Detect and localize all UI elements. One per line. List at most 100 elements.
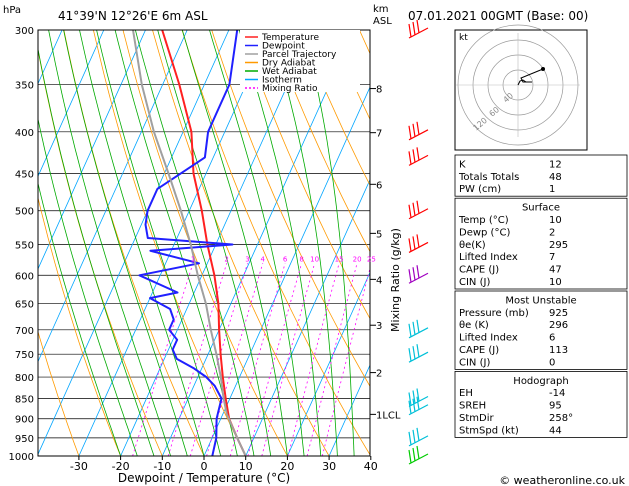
mixing-ratio-line [189,263,248,456]
wind-barb [408,388,429,408]
x-tick-label: -10 [153,460,171,473]
skewt-axes: 1 2 3 4 6 8 10 15 20 2530035040045050055060065070… [9,26,401,473]
surface-row-label: Dewp (°C) [459,227,510,238]
isotherm-line [38,30,230,456]
surface-title: Surface [522,203,560,214]
mixing-ratio-line [229,263,286,456]
wind-barb [408,445,429,465]
wind-barb [408,147,429,166]
most-unstable-row-label: CIN (J) [459,357,490,368]
most-unstable-row-value: 0 [549,357,555,368]
surface-row-label: Lifted Index [459,252,518,263]
most-unstable-box [454,290,628,370]
km-tick-label: 6 [376,180,382,191]
mixing-ratio-line [247,263,302,456]
surface-row-label: Temp (°C) [458,215,509,226]
isotherm-line [161,30,355,456]
wet-adiabat-line [303,30,355,456]
isotherm-line [38,30,105,178]
series-dewpoint [138,30,239,456]
mixing-ratio-line [321,266,370,456]
series-parcel-trajectory [132,30,247,456]
km-tick-label: 1LCL [376,410,401,421]
pressure-tick-label: 650 [15,300,34,311]
pressure-tick-label: 600 [15,271,34,282]
wet-adiabat-line [79,30,205,456]
skewt-grid [38,30,370,456]
wind-barb [408,396,429,416]
hodograph-table-row-value: 44 [549,425,562,436]
legend-entry: Dewpoint [262,42,305,52]
wet-adiabat-line [63,30,188,456]
valid-time-label: 07.01.2021 00GMT (Base: 00) [408,9,588,23]
surface-row-label: CAPE (J) [459,265,499,276]
isotherm-line [287,271,370,456]
surface-box [454,197,628,290]
wet-adiabat-line [238,30,322,456]
most-unstable-row-label: Pressure (mb) [459,308,529,319]
dry-adiabat-line [299,30,370,187]
mixing-ratio-line [261,263,315,456]
hodograph-table-row-label: StmDir [459,413,494,424]
series-temperature [161,30,247,456]
copyright-footer: © weatheronline.co.uk [499,474,625,486]
hodograph-table-row-value: 258° [549,413,573,424]
wind-barb [408,265,429,284]
indices-row-value: 12 [549,159,562,170]
pressure-tick-label: 900 [15,415,34,426]
pressure-tick-label: 750 [15,350,34,361]
hodograph-frame [454,29,588,151]
km-tick-label: 8 [376,85,382,96]
dry-adiabat-line [240,30,370,320]
isotherm-line [245,178,370,456]
legend-entry: Dry Adiabat [262,59,316,69]
mixing-ratio-label: 8 [299,255,303,263]
mixing-ratio-label: 3 [245,255,249,263]
hodograph-unit: kt [459,33,468,43]
most-unstable-row-value: 6 [549,333,555,344]
hodograph-table-box [454,370,628,438]
most-unstable-row-label: CAPE (J) [459,345,499,356]
most-unstable-row-value: 296 [549,320,568,331]
hodograph-table-row-value: -14 [549,388,565,399]
surface-row-label: CIN (J) [459,277,490,288]
hodograph-table-title: Hodograph [513,376,568,387]
pressure-tick-label: 800 [15,373,34,384]
wet-adiabat-line [48,30,171,456]
indices-row-value: 1 [549,184,555,195]
surface-row-value: 295 [549,240,568,251]
mixing-ratio-label: 10 [310,255,319,263]
wet-adiabat-line [96,30,222,456]
pressure-tick-label: 350 [15,81,34,92]
wet-adiabat-line [181,30,288,456]
km-tick-label: 3 [376,321,382,332]
isotherm-line [78,30,271,456]
pressure-tick-label: 700 [15,326,34,337]
most-unstable-title: Most Unstable [505,295,576,306]
hodograph-table-row-label: StmSpd (kt) [459,425,519,436]
legend-box [240,30,360,92]
mixing-ratio-label: 15 [335,255,344,263]
most-unstable-row-label: θe (K) [459,320,489,331]
wind-barb [408,200,429,220]
legend-entry: Parcel Trajectory [262,50,337,60]
dry-adiabat-line [152,30,330,456]
indices-box [454,154,628,197]
km-tick-label: 4 [376,275,382,286]
surface-row-value: 2 [549,227,555,238]
wet-adiabat-line [38,181,121,456]
skewt-series [132,30,247,456]
wind-barb [408,121,429,141]
surface-row-value: 7 [549,252,555,263]
km-tick-label: 5 [376,229,382,240]
legend-entry: Mixing Ratio [262,84,318,94]
isotherm-line [328,364,370,456]
pressure-tick-label: 450 [15,169,34,180]
pressure-tick-label: 500 [15,207,34,218]
wind-barb [408,427,429,447]
indices-row-label: K [459,159,466,170]
km-tick-label: 2 [376,369,382,380]
dry-adiabat-line [122,30,288,456]
mixing-ratio-line [287,263,340,456]
